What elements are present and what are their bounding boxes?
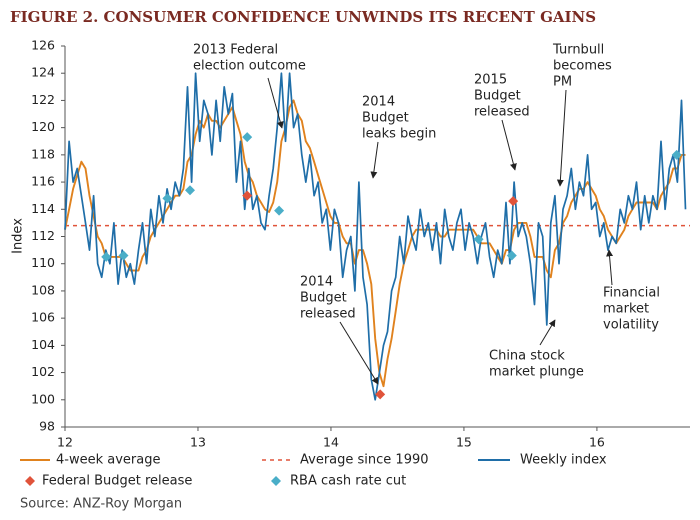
legend-label: 4-week average xyxy=(56,453,160,468)
event-marker xyxy=(375,389,386,400)
event-marker xyxy=(506,250,517,261)
event-marker xyxy=(274,205,285,216)
x-tick-label: 15 xyxy=(456,435,472,450)
y-tick-label: 98 xyxy=(39,419,55,434)
y-tick-label: 110 xyxy=(31,255,55,270)
legend-swatch xyxy=(25,476,35,486)
y-tick-label: 116 xyxy=(31,174,55,189)
annotation: Budget xyxy=(300,291,347,306)
event-marker xyxy=(242,190,253,201)
annotation: leaks begin xyxy=(362,127,436,142)
x-tick-label: 16 xyxy=(589,435,605,450)
y-tick-label: 126 xyxy=(31,38,55,53)
y-tick-label: 106 xyxy=(31,310,55,325)
y-tick-label: 118 xyxy=(31,146,55,161)
event-marker xyxy=(508,196,519,207)
chart-title: FIGURE 2. CONSUMER CONFIDENCE UNWINDS IT… xyxy=(10,8,596,26)
annotation: market xyxy=(603,302,649,317)
legend-label: Average since 1990 xyxy=(300,453,429,468)
series-line xyxy=(64,99,686,388)
x-tick-label: 13 xyxy=(190,435,206,450)
event-marker xyxy=(185,185,195,196)
annotation-arrow xyxy=(339,321,379,385)
annotation: Budget xyxy=(362,111,409,126)
annotation: released xyxy=(474,105,530,120)
annotation: Budget xyxy=(474,89,521,104)
annotation: China stock xyxy=(489,349,565,364)
annotation: election outcome xyxy=(193,59,306,74)
annotation: 2014 xyxy=(362,95,395,110)
annotation: volatility xyxy=(603,318,659,333)
event-marker xyxy=(118,250,129,261)
legend-label: Federal Budget release xyxy=(42,474,192,489)
annotation-arrow xyxy=(556,89,567,187)
event-marker xyxy=(242,132,253,143)
annotation: 2015 xyxy=(474,73,507,88)
annotation-arrow xyxy=(606,249,614,286)
y-tick-label: 104 xyxy=(31,337,55,352)
annotation-arrow xyxy=(370,141,379,179)
x-tick-label: 12 xyxy=(57,435,73,450)
annotation: 2013 Federal xyxy=(193,43,278,58)
annotation: released xyxy=(300,307,356,322)
y-tick-label: 122 xyxy=(31,92,55,107)
event-marker xyxy=(473,234,484,245)
legend-swatch xyxy=(271,476,281,486)
y-tick-label: 108 xyxy=(31,282,55,297)
annotation-arrow xyxy=(501,119,517,171)
y-tick-label: 102 xyxy=(31,364,55,379)
annotation: becomes xyxy=(553,59,612,74)
annotation: market plunge xyxy=(489,365,584,380)
annotation: Turnbull xyxy=(552,43,604,58)
source: Source: ANZ-Roy Morgan xyxy=(20,497,182,512)
y-tick-label: 100 xyxy=(31,391,55,406)
legend-label: RBA cash rate cut xyxy=(290,474,406,489)
y-tick-label: 124 xyxy=(31,65,55,80)
y-tick-label: 114 xyxy=(31,201,55,216)
annotation-arrow xyxy=(267,77,284,129)
legend-label: Weekly index xyxy=(520,453,607,468)
event-marker xyxy=(162,193,173,204)
annotation-arrow xyxy=(539,319,556,346)
event-marker xyxy=(671,149,682,160)
annotation: Financial xyxy=(603,286,660,301)
y-axis-label: Index xyxy=(11,218,26,254)
annotation: 2014 xyxy=(300,275,333,290)
y-tick-label: 120 xyxy=(31,119,55,134)
y-tick-label: 112 xyxy=(31,228,55,243)
event-marker xyxy=(101,251,112,262)
x-tick-label: 14 xyxy=(323,435,339,450)
annotation: PM xyxy=(553,75,572,90)
